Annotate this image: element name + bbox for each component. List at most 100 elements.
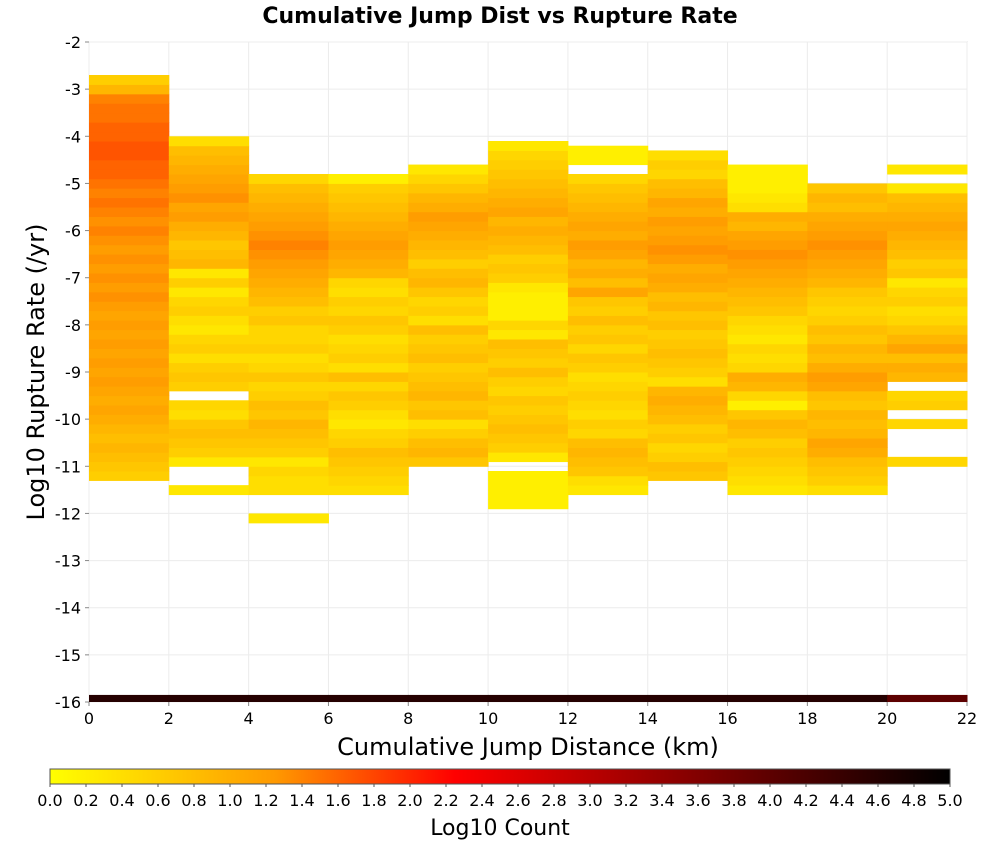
- heatmap-cell: [89, 376, 170, 387]
- heatmap-cell: [408, 277, 489, 288]
- heatmap-cell: [488, 235, 569, 246]
- heatmap-cell: [727, 466, 808, 477]
- heatmap-cell: [488, 405, 569, 415]
- heatmap-cell: [328, 456, 409, 467]
- heatmap-cell: [488, 141, 569, 151]
- heatmap-cell: [807, 466, 888, 477]
- heatmap-cell: [168, 240, 250, 250]
- heatmap-cell: [168, 485, 250, 496]
- heatmap-cell: [647, 150, 729, 161]
- heatmap-cell: [567, 343, 649, 354]
- heatmap-cell: [567, 419, 649, 430]
- heatmap-cell: [727, 372, 808, 382]
- heatmap-cell: [807, 240, 888, 250]
- heatmap-cell: [567, 192, 649, 203]
- heatmap-cell: [887, 268, 968, 279]
- heatmap-cell: [807, 277, 888, 288]
- heatmap-cell: [89, 405, 170, 415]
- heatmap-cell: [567, 155, 649, 166]
- heatmap-cell: [168, 438, 250, 448]
- heatmap-cell: [328, 258, 409, 269]
- heatmap-cell: [408, 287, 489, 298]
- heatmap-cell: [168, 400, 250, 411]
- heatmap-cell: [488, 452, 569, 463]
- heatmap-cell: [488, 471, 569, 481]
- heatmap-cell: [89, 442, 170, 453]
- heatmap-cell: [89, 291, 170, 302]
- colorbar-tick-label: 4.0: [757, 791, 782, 810]
- heatmap-cell: [408, 296, 489, 307]
- heatmap-cell: [328, 277, 409, 288]
- heatmap-cell: [567, 428, 649, 439]
- heatmap-cell: [647, 225, 729, 236]
- heatmap-cell: [168, 174, 250, 184]
- heatmap-cell: [807, 306, 888, 316]
- heatmap-cell: [328, 485, 409, 496]
- heatmap-cell: [488, 348, 569, 359]
- heatmap-cell-bottom: [647, 694, 729, 702]
- y-tick-label: -12: [55, 504, 81, 523]
- heatmap-cell: [807, 202, 888, 213]
- x-tick-label: 16: [717, 709, 737, 728]
- heatmap-cell-bottom: [89, 694, 170, 702]
- heatmap-cell: [408, 240, 489, 250]
- heatmap-cell: [168, 419, 250, 430]
- heatmap-cell: [567, 296, 649, 307]
- heatmap-cell: [567, 353, 649, 364]
- heatmap-cell: [488, 301, 569, 312]
- heatmap-cell: [887, 277, 968, 288]
- y-tick-label: -3: [65, 80, 81, 99]
- heatmap-cell: [248, 249, 329, 260]
- heatmap-cell: [488, 291, 569, 302]
- heatmap-cell-bottom: [408, 694, 489, 702]
- heatmap-cell: [807, 475, 888, 486]
- heatmap-cell: [408, 353, 489, 364]
- heatmap-cell: [807, 258, 888, 269]
- heatmap-cell: [647, 235, 729, 246]
- heatmap-cell: [807, 221, 888, 232]
- heatmap-cell: [727, 485, 808, 496]
- heatmap-cell: [567, 485, 649, 496]
- heatmap-cell-bottom: [328, 694, 409, 702]
- colorbar-tick-label: 1.6: [325, 791, 350, 810]
- heatmap-cell: [887, 362, 968, 373]
- heatmap-cell: [168, 183, 250, 194]
- heatmap-cell: [168, 249, 250, 260]
- heatmap-cell: [887, 306, 968, 316]
- colorbar-tick-label: 0.2: [73, 791, 98, 810]
- heatmap-cell: [248, 174, 329, 184]
- heatmap-cell: [567, 268, 649, 279]
- heatmap-cell: [727, 381, 808, 392]
- heatmap-cell: [488, 282, 569, 293]
- heatmap-cell: [248, 240, 329, 250]
- x-tick-label: 2: [164, 709, 174, 728]
- heatmap-cell: [727, 240, 808, 250]
- colorbar-tick-label: 2.0: [397, 791, 422, 810]
- heatmap-cell: [328, 334, 409, 345]
- heatmap-cell: [887, 164, 968, 175]
- heatmap-cell: [89, 282, 170, 293]
- heatmap-cell: [727, 362, 808, 373]
- heatmap-cell: [567, 466, 649, 477]
- heatmap-cells: [89, 75, 968, 702]
- heatmap-cell: [567, 230, 649, 241]
- heatmap-cell: [408, 221, 489, 232]
- x-tick-label: 10: [478, 709, 498, 728]
- heatmap-cell: [89, 386, 170, 397]
- heatmap-cell: [887, 296, 968, 307]
- heatmap-cell: [89, 216, 170, 227]
- heatmap-cell: [248, 306, 329, 316]
- heatmap-cell: [248, 287, 329, 298]
- heatmap-cell: [89, 207, 170, 217]
- heatmap-cell: [328, 211, 409, 222]
- heatmap-cell: [248, 475, 329, 486]
- heatmap-cell: [807, 249, 888, 260]
- chart-title: Cumulative Jump Dist vs Rupture Rate: [262, 4, 737, 29]
- heatmap-cell: [168, 211, 250, 222]
- heatmap-cell: [807, 390, 888, 401]
- heatmap-cell: [168, 456, 250, 467]
- heatmap-cell-bottom: [488, 694, 569, 702]
- colorbar-label: Log10 Count: [430, 816, 570, 841]
- heatmap-cell: [89, 244, 170, 255]
- heatmap-cell: [727, 202, 808, 213]
